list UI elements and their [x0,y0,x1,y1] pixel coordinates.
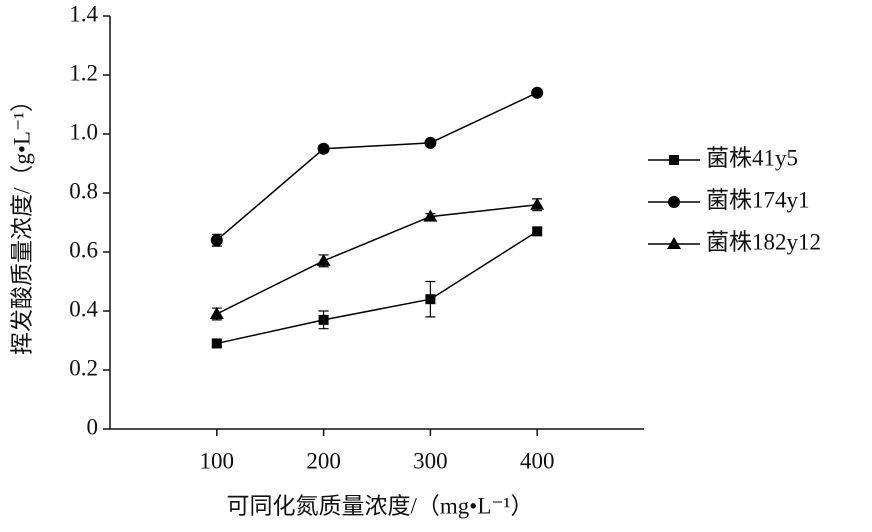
legend-label: 菌株182y12 [706,229,821,254]
marker [317,142,330,155]
y-tick-label: 0 [87,414,99,439]
legend-marker [669,155,679,165]
x-tick-label: 100 [200,448,235,473]
legend-marker [668,196,680,208]
marker [423,209,438,222]
marker [425,294,436,305]
x-axis-label: 可同化氮质量浓度/（mg•L⁻¹） [227,493,534,518]
y-tick-label: 1.0 [69,119,98,144]
y-tick-label: 1.2 [69,60,98,85]
marker [424,136,437,149]
marker [531,86,544,99]
x-tick-label: 200 [306,448,341,473]
y-axis-label: 挥发酸质量浓度/（g•L⁻¹） [9,89,34,355]
x-tick-label: 400 [520,448,555,473]
legend-marker [667,237,681,249]
y-tick-label: 0.4 [69,296,98,321]
marker [211,338,222,349]
series-line [216,92,538,241]
legend-label: 菌株41y5 [706,145,798,170]
series-line [216,204,538,315]
x-tick-label: 300 [413,448,448,473]
y-tick-label: 0.8 [69,178,98,203]
marker [530,197,545,210]
marker [532,226,543,237]
series-line [216,230,538,345]
marker [210,234,223,247]
y-tick-label: 1.4 [69,1,98,26]
marker [316,253,331,266]
legend-label: 菌株174y1 [706,187,810,212]
y-tick-label: 0.6 [69,237,98,262]
y-tick-label: 0.2 [69,355,98,380]
marker [318,314,329,325]
marker [209,306,224,319]
